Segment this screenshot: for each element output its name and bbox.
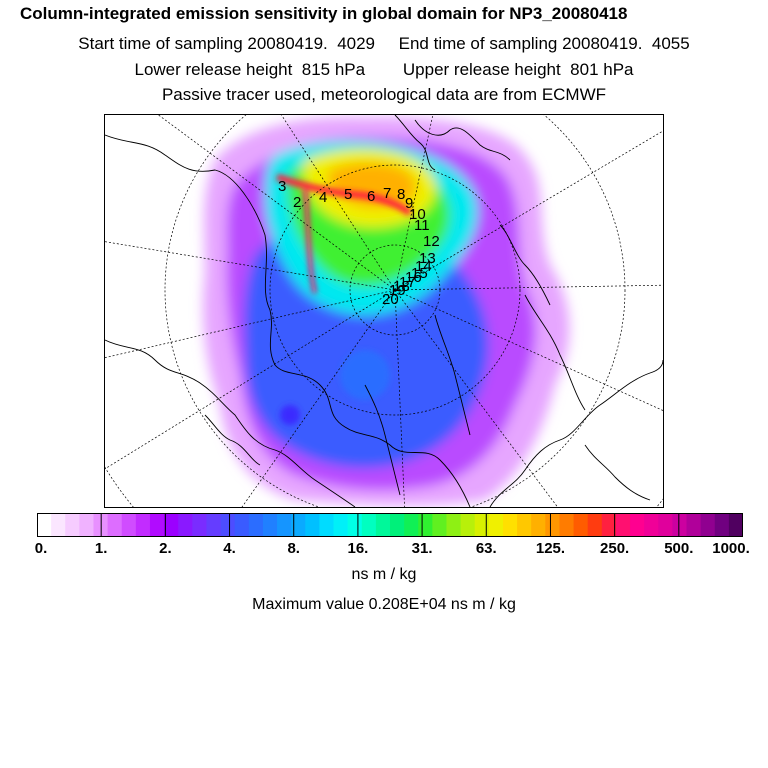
colorbar-swatch xyxy=(79,513,94,537)
colorbar-swatch xyxy=(206,513,222,537)
colorbar-swatch xyxy=(390,513,405,537)
release-height-line: Lower release height 815 hPa Upper relea… xyxy=(134,60,634,79)
colorbar-swatch xyxy=(262,513,278,537)
colorbar-swatch xyxy=(573,513,589,537)
track-label: 15 xyxy=(411,265,428,282)
track-label: 17 xyxy=(399,274,416,291)
track-label: 11 xyxy=(414,217,430,234)
colorbar-tick-label: 4. xyxy=(223,540,236,557)
track-label: 6 xyxy=(367,188,375,205)
colorbar-swatch xyxy=(686,513,702,537)
colorbar-swatch xyxy=(601,513,617,537)
colorbar-tick-label: 500. xyxy=(664,540,694,557)
track-label: 10 xyxy=(409,206,426,223)
colorbar-swatch xyxy=(545,513,560,537)
colorbar-tick-label: 250. xyxy=(600,540,630,557)
colorbar-swatch xyxy=(305,513,320,537)
colorbar-unit-label: ns m / kg xyxy=(351,566,417,583)
colorbar-swatch xyxy=(149,513,165,537)
colorbar-swatch xyxy=(51,513,66,537)
colorbar-swatch xyxy=(658,513,673,537)
colorbar-swatch xyxy=(65,513,80,537)
track-label: 5 xyxy=(344,186,352,203)
sensitivity-field xyxy=(203,116,570,506)
track-label: 2 xyxy=(293,194,301,211)
colorbar-swatch xyxy=(559,513,575,537)
colorbar-swatch xyxy=(502,513,518,537)
coastlines xyxy=(105,115,663,507)
colorbar-swatch xyxy=(531,513,546,537)
track-label: 20 xyxy=(382,291,399,308)
chart-title: Column-integrated emission sensitivity i… xyxy=(20,4,628,23)
colorbar-swatch xyxy=(587,513,603,537)
colorbar-tick-label: 1000. xyxy=(712,540,750,557)
colorbar-swatch xyxy=(460,513,476,537)
graticule xyxy=(105,115,663,507)
colorbar-swatch xyxy=(192,513,207,537)
trajectory-labels: 2 3 4 5 6 7 8 9 10 11 12 13 14 15 16 17 … xyxy=(278,178,440,308)
colorbar-tick-label: 31. xyxy=(411,540,433,557)
track-label: 9 xyxy=(405,195,413,212)
colorbar-swatch xyxy=(248,513,264,537)
colorbar-swatch xyxy=(291,513,306,537)
colorbar-swatch xyxy=(107,513,123,537)
colorbar-swatch xyxy=(714,513,730,537)
track-label: 18 xyxy=(393,278,410,295)
colorbar-swatch xyxy=(432,513,447,537)
colorbar-border xyxy=(37,513,743,537)
colorbar-swatch xyxy=(37,513,52,537)
colorbar-swatch xyxy=(418,513,433,537)
colorbar-swatch xyxy=(474,513,490,537)
sensitivity-map: 2 3 4 5 6 7 8 9 10 11 12 13 14 15 16 17 … xyxy=(104,114,664,508)
colorbar-tick-label: 16. xyxy=(347,540,369,557)
colorbar-swatch xyxy=(361,513,377,537)
colorbar-swatch xyxy=(488,513,504,537)
colorbar-swatch xyxy=(728,513,743,537)
colorbar-swatch xyxy=(319,513,335,537)
track-label: 7 xyxy=(383,185,391,202)
colorbar-swatch xyxy=(135,513,151,537)
colorbar-swatch xyxy=(164,513,179,537)
colorbar-swatch xyxy=(375,513,391,537)
colorbar-swatch xyxy=(672,513,688,537)
colorbar-swatch xyxy=(277,513,292,537)
colorbar-swatch xyxy=(446,513,462,537)
colorbar-swatch xyxy=(347,513,363,537)
source-plume xyxy=(275,173,413,425)
track-label: 14 xyxy=(415,258,432,275)
colorbar-swatch xyxy=(615,513,631,537)
track-label: 3 xyxy=(278,178,286,195)
track-label: 13 xyxy=(419,250,436,267)
track-label: 19 xyxy=(389,282,406,299)
track-label: 4 xyxy=(319,189,327,206)
track-label: 16 xyxy=(405,269,422,286)
colorbar xyxy=(37,513,743,537)
colorbar-tick-label: 125. xyxy=(535,540,566,557)
colorbar-tick-label: 8. xyxy=(287,540,300,557)
colorbar-swatch xyxy=(517,513,532,537)
colorbar-swatch xyxy=(121,513,137,537)
colorbar-swatch xyxy=(333,513,349,537)
track-label: 8 xyxy=(397,186,405,203)
colorbar-swatch xyxy=(178,513,193,537)
track-label: 12 xyxy=(423,233,440,250)
colorbar-tick-label: 0. xyxy=(34,540,48,557)
colorbar-swatch xyxy=(234,513,250,537)
colorbar-swatch xyxy=(220,513,236,537)
colorbar-swatch xyxy=(644,513,659,537)
colorbar-tick-label: 2. xyxy=(159,540,172,557)
maximum-value-label: Maximum value 0.208E+04 ns m / kg xyxy=(252,596,516,613)
colorbar-swatch xyxy=(404,513,419,537)
colorbar-swatch xyxy=(700,513,716,537)
sampling-time-line: Start time of sampling 20080419. 4029 En… xyxy=(78,34,690,53)
colorbar-tick-label: 1. xyxy=(94,540,108,557)
colorbar-swatch xyxy=(630,513,645,537)
colorbar-tick-label: 63. xyxy=(475,540,497,557)
tracer-info-line: Passive tracer used, meteorological data… xyxy=(161,85,607,104)
